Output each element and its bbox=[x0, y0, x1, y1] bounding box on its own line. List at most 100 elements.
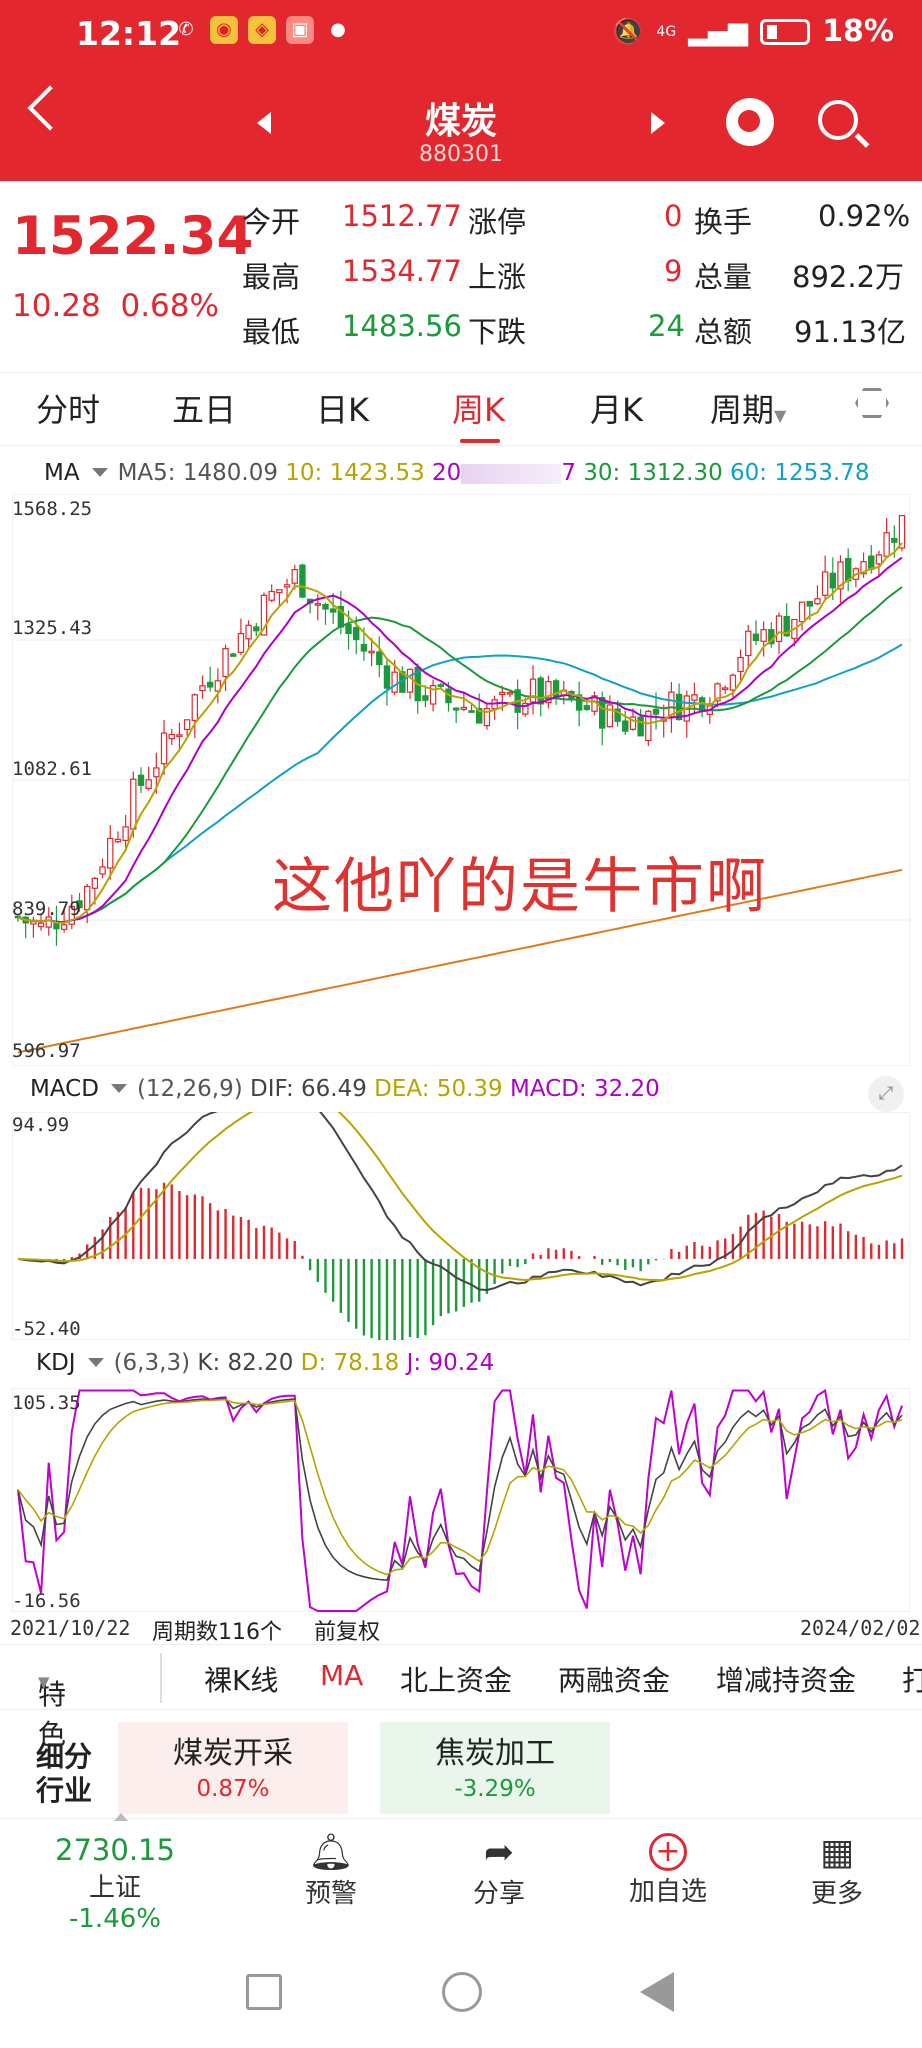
macd-chart[interactable] bbox=[12, 1112, 910, 1340]
macd-legend[interactable]: MACD (12,26,9) DIF: 66.49 DEA: 50.39 MACD… bbox=[30, 1076, 660, 1102]
label-limit-up: 涨停 bbox=[468, 205, 527, 239]
candle-body bbox=[237, 632, 245, 653]
period-tabs: 分时 五日 日K 周K 月K 周期▼ bbox=[0, 372, 922, 446]
search-icon[interactable] bbox=[818, 100, 858, 140]
candle-body bbox=[468, 710, 475, 713]
expand-icon[interactable]: ⤢ bbox=[868, 1076, 904, 1112]
candle-body bbox=[122, 826, 129, 841]
candle-body bbox=[760, 629, 767, 642]
ma-legend[interactable]: MA MA5: 1480.09 10: 1423.53 20 7 30: 1312.… bbox=[44, 460, 870, 486]
candle-body bbox=[629, 716, 637, 730]
label-high: 最高 bbox=[242, 260, 301, 294]
value-turnover: 0.92% bbox=[818, 199, 911, 233]
last-price: 1522.34 bbox=[12, 206, 254, 267]
candle-body bbox=[821, 571, 829, 596]
share-button[interactable]: ➦ 分享 bbox=[454, 1833, 544, 1910]
candle-body bbox=[898, 514, 906, 549]
kdj-top-label: 105.35 bbox=[12, 1392, 81, 1414]
macd-bottom-label: -52.40 bbox=[12, 1318, 81, 1340]
back-nav-icon[interactable] bbox=[640, 1972, 674, 2012]
page-title: 煤炭 bbox=[424, 101, 497, 142]
subtab-ma[interactable]: MA bbox=[320, 1659, 364, 1692]
candle-body bbox=[76, 900, 83, 909]
candle-body bbox=[276, 589, 283, 594]
index-ticker[interactable]: 2730.15 上证 -1.46% bbox=[55, 1833, 175, 1934]
value-limit-up: 0 bbox=[664, 199, 683, 233]
candle-body bbox=[552, 680, 560, 699]
candle-body bbox=[844, 557, 852, 582]
tab-intraday[interactable]: 分时 bbox=[36, 391, 101, 429]
subtab-margin[interactable]: 两融资金 bbox=[558, 1664, 671, 1697]
value-amount: 91.13亿 bbox=[794, 315, 907, 349]
mute-icon: 🔕 bbox=[612, 16, 645, 47]
prev-stock-icon[interactable] bbox=[257, 112, 271, 134]
candle-body bbox=[837, 561, 844, 590]
alert-button[interactable]: 🔔︎ 预警 bbox=[286, 1833, 376, 1910]
candle-body bbox=[260, 594, 268, 636]
mascot-icon[interactable] bbox=[726, 98, 774, 146]
tab-daily-k[interactable]: 日K bbox=[316, 391, 369, 429]
candle-body bbox=[230, 653, 237, 657]
tab-weekly-k[interactable]: 周K bbox=[452, 391, 505, 429]
candle-body bbox=[752, 633, 760, 642]
candle-body bbox=[99, 866, 106, 875]
candle-body bbox=[245, 624, 252, 640]
candle-body bbox=[737, 656, 744, 673]
message-icon: ● bbox=[330, 19, 346, 40]
more-button[interactable]: ▦ 更多 bbox=[792, 1833, 882, 1910]
candle-body bbox=[583, 705, 591, 711]
candle-body bbox=[253, 626, 260, 632]
bottom-toolbar: 2730.15 上证 -1.46% 🔔︎ 预警 ➦ 分享 + 加自选 ▦ 更多 bbox=[0, 1813, 922, 1934]
recent-apps-icon[interactable] bbox=[246, 1974, 282, 2010]
label-volume: 总量 bbox=[694, 260, 753, 294]
candle-body bbox=[37, 922, 45, 928]
axis-top-label: 1568.25 bbox=[12, 498, 93, 520]
candle-body bbox=[875, 554, 883, 565]
value-open: 1512.77 bbox=[342, 199, 462, 233]
subtab-more[interactable]: 打 bbox=[902, 1664, 922, 1697]
blurred-region bbox=[461, 463, 562, 484]
stock-code: 880301 bbox=[419, 142, 503, 167]
value-high: 1534.77 bbox=[342, 254, 462, 288]
industry-card-coke[interactable]: 焦炭加工 -3.29% bbox=[380, 1722, 610, 1814]
candle-body bbox=[798, 601, 806, 623]
industry-card-coal-mining[interactable]: 煤炭开采 0.87% bbox=[118, 1722, 348, 1814]
chevron-down-icon: ▼ bbox=[38, 1673, 50, 1691]
candle-body bbox=[499, 691, 506, 696]
add-watchlist-button[interactable]: + 加自选 bbox=[628, 1833, 707, 1907]
ma60-value: 60: 1253.78 bbox=[730, 460, 870, 486]
settings-icon[interactable] bbox=[855, 388, 889, 418]
app-notification-icon: ◈ bbox=[248, 16, 276, 44]
candle-body bbox=[206, 681, 214, 688]
tab-monthly-k[interactable]: 月K bbox=[590, 391, 643, 429]
tab-five-day[interactable]: 五日 bbox=[172, 391, 237, 429]
subtab-bare-k[interactable]: 裸K线 bbox=[204, 1664, 279, 1697]
candle-body bbox=[429, 684, 437, 705]
candle-body bbox=[783, 615, 790, 637]
missed-call-icon: ✆ bbox=[178, 19, 194, 40]
candle-body bbox=[176, 734, 183, 737]
candle-body bbox=[314, 603, 321, 606]
signal-icon: 4G bbox=[656, 23, 677, 40]
candle-body bbox=[606, 704, 614, 728]
home-icon[interactable] bbox=[442, 1972, 482, 2012]
kdj-legend[interactable]: KDJ (6,3,3) K: 82.20 D: 78.18 J: 90.24 bbox=[36, 1350, 495, 1376]
kdj-chart[interactable] bbox=[12, 1388, 910, 1612]
candle-body bbox=[860, 561, 867, 575]
chevron-down-icon bbox=[91, 468, 108, 477]
candle-body bbox=[353, 627, 360, 641]
candle-body bbox=[214, 680, 222, 692]
candle-body bbox=[891, 537, 898, 543]
label-down-count: 下跌 bbox=[468, 315, 527, 349]
next-stock-icon[interactable] bbox=[651, 112, 665, 134]
candlestick-chart[interactable] bbox=[12, 494, 910, 1066]
subtab-holding-change[interactable]: 增减持资金 bbox=[716, 1664, 857, 1697]
tab-period[interactable]: 周期▼ bbox=[710, 391, 787, 429]
candle-body bbox=[622, 720, 629, 732]
subtab-northbound[interactable]: 北上资金 bbox=[400, 1664, 513, 1697]
candle-body bbox=[406, 668, 414, 693]
chevron-down-icon: ▼ bbox=[774, 406, 787, 425]
candle-body bbox=[322, 603, 329, 610]
candle-body bbox=[460, 706, 468, 710]
watermark-text: 这他吖的是牛市啊 bbox=[272, 852, 768, 922]
